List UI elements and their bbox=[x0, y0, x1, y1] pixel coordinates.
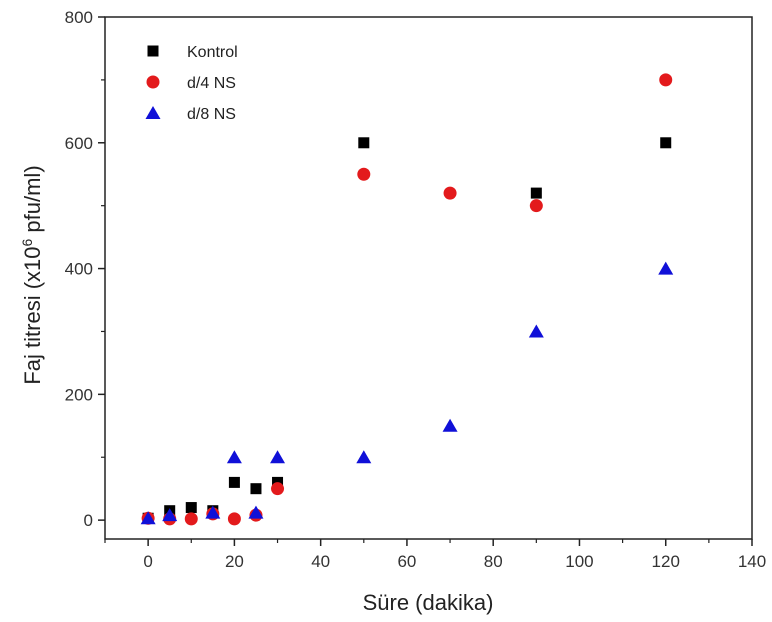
data-point-square bbox=[358, 137, 370, 149]
data-point-square bbox=[530, 187, 542, 199]
legend-label: d/8 NS bbox=[187, 106, 236, 123]
legend-marker-triangle bbox=[145, 106, 161, 119]
data-point-circle bbox=[529, 199, 543, 213]
data-point-circle bbox=[184, 512, 198, 526]
x-tick-label: 140 bbox=[738, 552, 766, 571]
series-circle bbox=[141, 73, 673, 526]
data-point-triangle bbox=[205, 505, 221, 519]
legend-marker-square bbox=[147, 45, 159, 57]
data-point-triangle bbox=[140, 511, 156, 525]
y-tick-label: 200 bbox=[65, 385, 93, 404]
data-point-square bbox=[250, 483, 262, 495]
data-point-triangle bbox=[270, 450, 286, 464]
x-tick-label: 120 bbox=[652, 552, 680, 571]
legend-marker-circle bbox=[146, 75, 160, 89]
x-tick-label: 20 bbox=[225, 552, 244, 571]
data-point-triangle bbox=[658, 261, 674, 275]
y-axis-title: Faj titresi (x106 pfu/ml) bbox=[19, 165, 45, 384]
x-tick-label: 60 bbox=[397, 552, 416, 571]
data-point-circle bbox=[357, 167, 371, 181]
y-tick-label: 800 bbox=[65, 8, 93, 27]
data-point-circle bbox=[227, 512, 241, 526]
x-tick-label: 0 bbox=[143, 552, 152, 571]
data-point-square bbox=[185, 502, 197, 514]
data-point-triangle bbox=[442, 418, 458, 432]
data-point-square bbox=[660, 137, 672, 149]
data-point-triangle bbox=[528, 324, 544, 338]
data-point-triangle bbox=[162, 508, 178, 522]
data-point-triangle bbox=[248, 505, 264, 519]
x-axis-title: Süre (dakika) bbox=[363, 590, 494, 615]
data-point-triangle bbox=[356, 450, 372, 464]
x-tick-label: 100 bbox=[565, 552, 593, 571]
data-point-square bbox=[228, 476, 240, 488]
y-tick-label: 400 bbox=[65, 260, 93, 279]
x-tick-label: 80 bbox=[484, 552, 503, 571]
plot-frame bbox=[104, 16, 753, 540]
y-tick-label: 0 bbox=[84, 511, 93, 530]
data-point-triangle bbox=[226, 450, 242, 464]
data-points bbox=[140, 73, 674, 526]
legend: Kontrol d/4 NS d/8 NS bbox=[145, 44, 238, 123]
data-point-circle bbox=[271, 482, 285, 496]
x-tick-label: 40 bbox=[311, 552, 330, 571]
axis-ticks: 0 20 40 60 80 100 120 140 0 200 400 600 800 bbox=[65, 8, 767, 571]
data-point-circle bbox=[659, 73, 673, 87]
y-tick-label: 600 bbox=[65, 134, 93, 153]
series-triangle bbox=[140, 261, 674, 525]
data-point-circle bbox=[443, 186, 457, 200]
legend-label: d/4 NS bbox=[187, 75, 236, 92]
series-square bbox=[142, 137, 672, 524]
legend-label: Kontrol bbox=[187, 44, 238, 61]
